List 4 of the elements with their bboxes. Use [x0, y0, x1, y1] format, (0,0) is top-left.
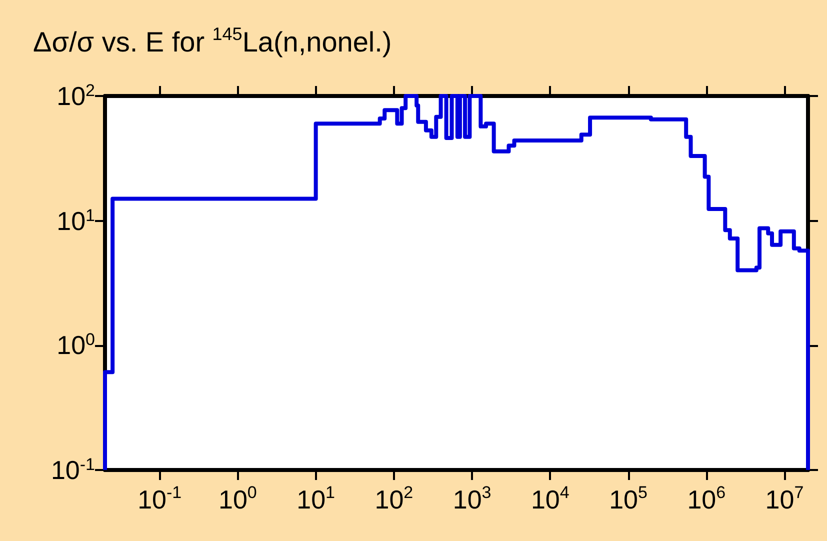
y-tick-label: 10$^{1}$: [56, 206, 95, 236]
y-tick-label: 10$^{0}$: [56, 330, 95, 360]
y-tick-label: 10$^{2}$: [56, 81, 95, 111]
y-tick-label: 10$^{-1}$: [50, 455, 95, 485]
